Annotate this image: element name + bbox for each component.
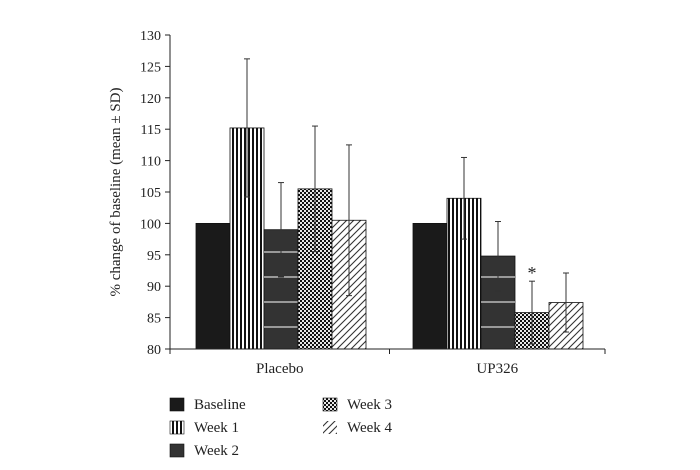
- y-tick-label: 125: [140, 60, 161, 75]
- legend: Baseline Week 1 Week 2 Week 3 Week 4: [169, 397, 393, 459]
- legend-swatch-week-3: [322, 397, 338, 412]
- y-tick-label: 85: [147, 312, 161, 327]
- axes-layer: 80 85 90 95 100 105 110 115 120 125 130 Placebo UP32…: [108, 29, 606, 377]
- bars-layer: *: [195, 58, 584, 350]
- y-axis-title: % change of baseline (mean ± SD): [108, 88, 124, 297]
- legend-label: Week 1: [194, 420, 239, 436]
- legend-item-week-2: Week 2: [169, 443, 239, 459]
- y-tick-label: 95: [147, 249, 161, 264]
- y-tick-label: 105: [140, 186, 161, 201]
- bar-up326-baseline: [412, 222, 448, 350]
- y-tick-label: 110: [141, 155, 161, 170]
- category-label-placebo: Placebo: [256, 361, 303, 377]
- legend-swatch-week-1: [169, 420, 185, 435]
- legend-item-week-3: Week 3: [322, 397, 392, 413]
- y-tick-label: 120: [140, 92, 161, 107]
- bar-placebo-baseline: [195, 222, 231, 350]
- y-tick-label: 90: [147, 280, 161, 295]
- y-tick-label: 80: [147, 343, 161, 358]
- y-tick-label: 100: [140, 217, 161, 232]
- y-tick-label: 130: [140, 29, 161, 44]
- legend-label: Baseline: [194, 397, 246, 413]
- y-tick-label: 115: [141, 123, 161, 138]
- legend-label: Week 4: [347, 420, 393, 436]
- category-label-up326: UP326: [476, 361, 518, 377]
- legend-swatch-week-4: [323, 421, 337, 434]
- legend-label: Week 3: [347, 397, 392, 413]
- legend-swatch-week-2: [169, 443, 185, 458]
- legend-item-week-4: Week 4: [323, 420, 393, 436]
- legend-item-baseline: Baseline: [169, 397, 246, 413]
- legend-item-week-1: Week 1: [169, 420, 239, 436]
- legend-swatch-baseline: [169, 397, 185, 412]
- significance-asterisk: *: [528, 263, 537, 283]
- legend-label: Week 2: [194, 443, 239, 459]
